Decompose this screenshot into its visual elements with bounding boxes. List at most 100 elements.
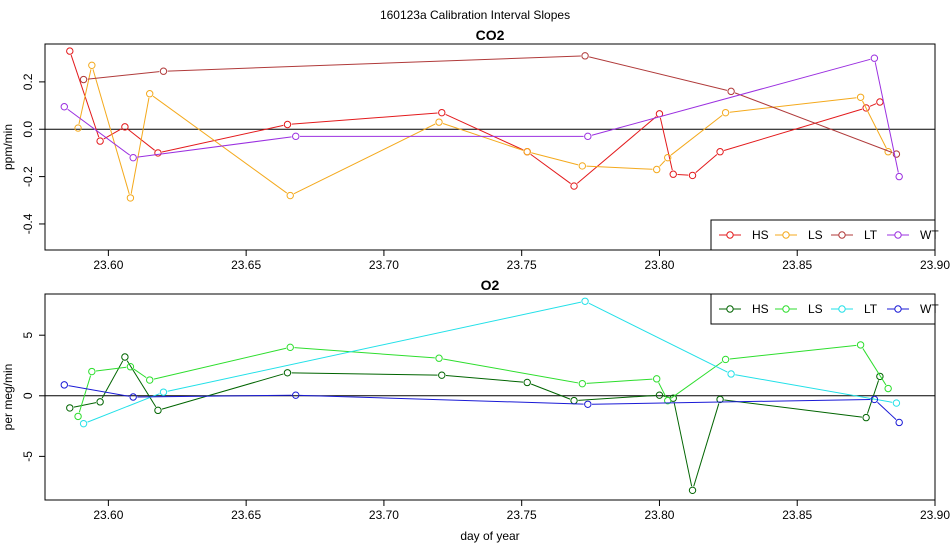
y-tick-label: 0.2: [21, 73, 35, 90]
data-point: [727, 87, 735, 96]
series-line-segment: [866, 380, 880, 414]
series-line-segment: [137, 394, 292, 398]
x-tick-label: 23.80: [644, 258, 674, 272]
series-line-segment: [67, 108, 131, 156]
x-tick-label: 23.80: [644, 508, 674, 522]
series-line-segment: [586, 378, 653, 384]
data-point: [664, 396, 672, 405]
data-point: [292, 391, 300, 399]
series-line-segment: [588, 302, 728, 373]
series-line-segment: [133, 368, 147, 379]
data-point: [570, 182, 578, 190]
series-line-segment: [659, 160, 666, 167]
data-point: [121, 353, 129, 361]
data-point: [892, 399, 901, 407]
data-point: [688, 171, 697, 180]
series-line-segment: [293, 123, 436, 195]
series-line-segment: [695, 154, 718, 174]
legend: HS LS LT WT: [710, 293, 939, 325]
data-point: [74, 124, 82, 132]
data-point: [655, 391, 664, 399]
data-point: [727, 370, 735, 378]
data-point: [581, 297, 589, 305]
legend-label-wt: WT: [920, 302, 939, 316]
series-ls: [74, 341, 892, 421]
series-line-segment: [87, 393, 160, 423]
plot-frame: [44, 293, 936, 501]
data-point: [283, 369, 292, 377]
data-point: [581, 52, 589, 60]
series-line-segment: [103, 128, 122, 140]
x-tick-label: 23.70: [369, 258, 399, 272]
series-hs: [66, 353, 884, 495]
series-line-segment: [445, 375, 524, 383]
data-point: [570, 396, 578, 405]
legend-marker: [838, 231, 846, 239]
data-point: [584, 400, 592, 408]
series-line-segment: [592, 398, 871, 405]
series-line-segment: [73, 402, 97, 408]
data-point: [870, 395, 879, 404]
chart-panel-o2: O2 23.60 23.65 23.70 23.75 23.80 23.85 23.90 -5 0…: [1, 277, 950, 543]
data-point: [159, 67, 168, 75]
data-point: [154, 149, 162, 157]
series-line-segment: [153, 347, 287, 380]
data-point: [126, 363, 135, 371]
data-point: [435, 118, 443, 126]
data-point: [721, 355, 730, 364]
data-point: [688, 486, 697, 495]
data-point: [126, 194, 135, 202]
series-line-segment: [869, 103, 877, 107]
data-point: [292, 132, 300, 141]
data-point: [862, 413, 870, 422]
series-line-segment: [693, 403, 720, 487]
series-line-segment: [161, 124, 284, 153]
series-line-segment: [167, 301, 582, 392]
data-point: [88, 367, 96, 376]
legend-marker: [838, 305, 846, 313]
legend-label-ls: LS: [808, 302, 823, 316]
series-line-segment: [152, 95, 288, 194]
series-line-segment: [724, 399, 863, 418]
series-line-segment: [68, 385, 130, 397]
series-line-segment: [87, 71, 160, 80]
series-line-segment: [126, 360, 157, 408]
series-line-segment: [299, 394, 584, 405]
data-point: [716, 148, 724, 156]
y-tick-label: 0.0: [21, 121, 35, 138]
y-tick-label: -0.2: [21, 166, 35, 187]
data-point: [129, 153, 137, 162]
data-point: [653, 165, 661, 174]
data-point: [895, 172, 903, 181]
legend-marker: [726, 231, 734, 239]
figure-title: 160123a Calibration Interval Slopes: [380, 8, 570, 22]
legend-label-hs: HS: [752, 228, 769, 242]
data-point: [96, 398, 104, 406]
series-line-segment: [578, 394, 656, 401]
data-point: [578, 162, 587, 170]
legend-marker: [894, 231, 902, 239]
series-line-segment: [673, 402, 693, 487]
data-point: [862, 104, 870, 112]
legend-marker: [894, 305, 902, 313]
legend-marker: [782, 231, 790, 239]
data-point: [523, 148, 531, 156]
x-tick-label: 23.75: [507, 258, 537, 272]
x-tick-label: 23.85: [782, 258, 812, 272]
series-line-segment: [137, 136, 292, 158]
x-tick-label: 23.70: [369, 508, 399, 522]
series-wt: [60, 381, 903, 427]
x-tick-label: 23.65: [231, 258, 261, 272]
series-lt: [79, 297, 901, 428]
data-point: [154, 406, 162, 415]
x-axis-label: day of year: [460, 529, 519, 543]
series-line-segment: [734, 92, 893, 154]
legend-marker: [782, 305, 790, 313]
series-line-segment: [659, 117, 673, 171]
data-point: [286, 191, 294, 200]
series-line-segment: [862, 348, 887, 386]
data-point: [159, 388, 168, 396]
data-point: [856, 341, 865, 349]
data-point: [66, 47, 74, 55]
